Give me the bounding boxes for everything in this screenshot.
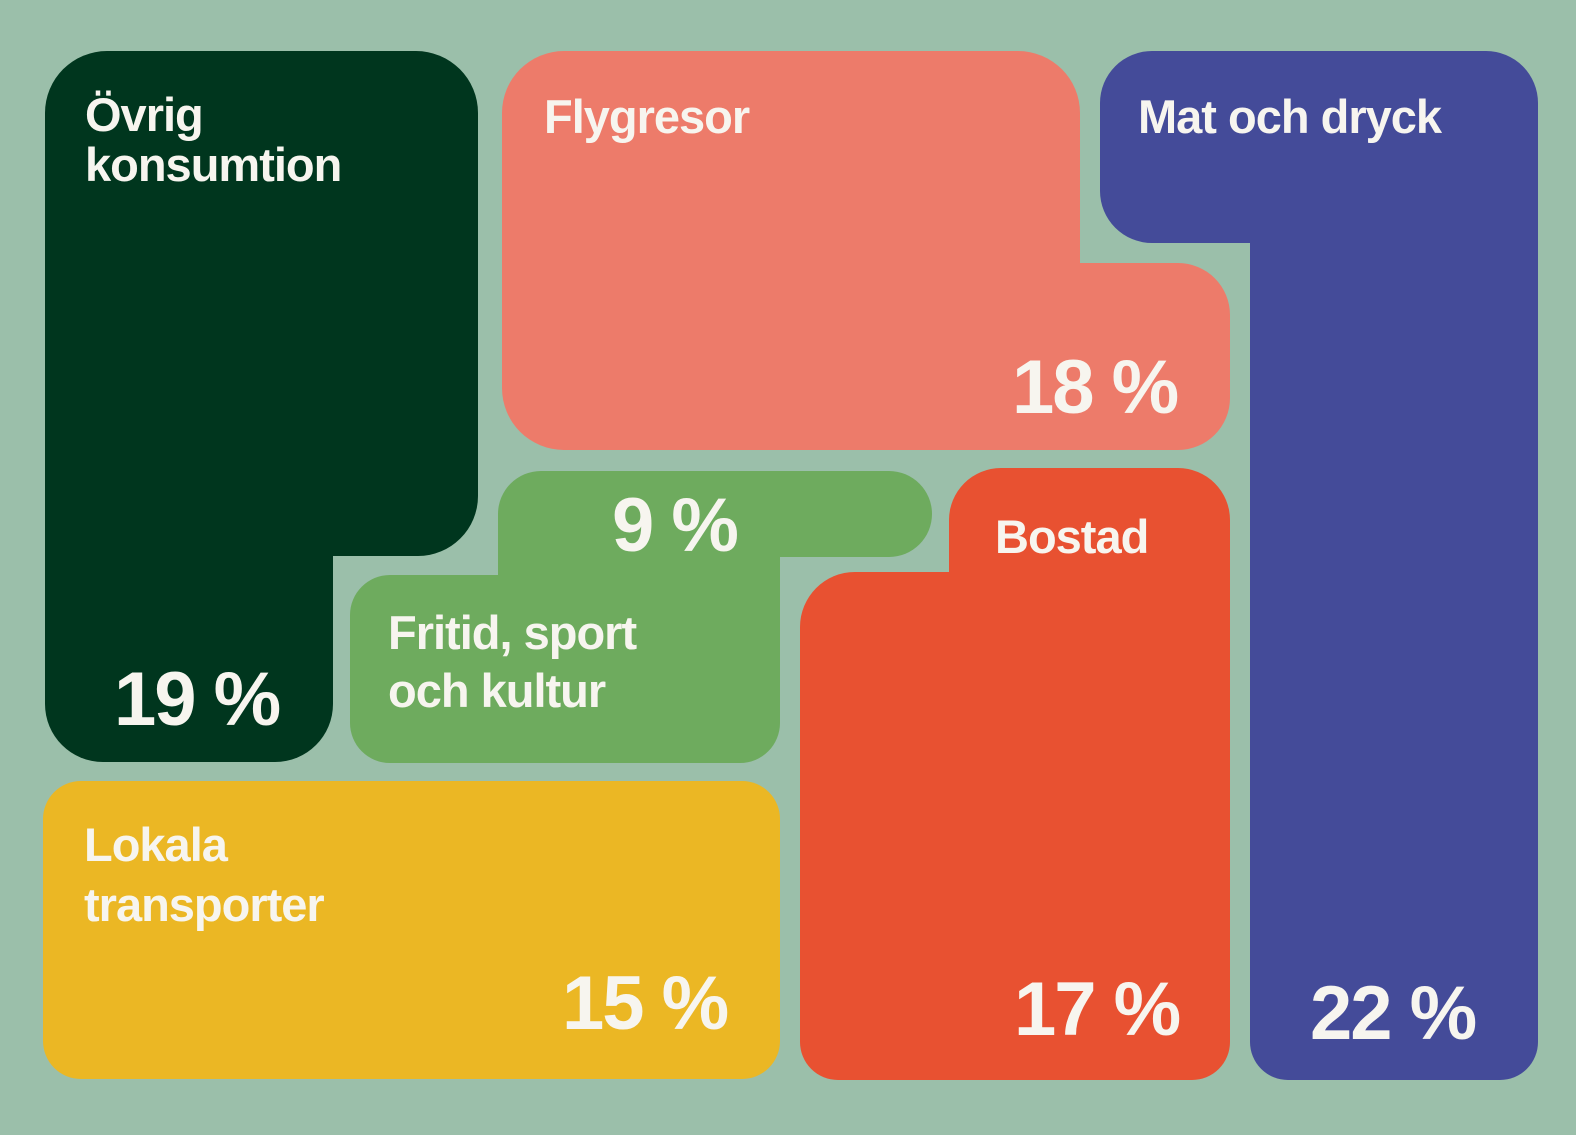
value-label: 18 % xyxy=(1012,345,1179,430)
value-label: 9 % xyxy=(612,483,739,568)
value-label: 15 % xyxy=(562,961,729,1046)
block-shape xyxy=(350,575,780,763)
block-shape xyxy=(800,572,1230,1080)
label-line: transporter xyxy=(84,878,325,931)
block-shape xyxy=(45,300,333,762)
label-line: Övrig xyxy=(85,88,204,141)
value-label: 22 % xyxy=(1310,971,1477,1056)
block-shape xyxy=(700,263,1230,450)
value-label: 17 % xyxy=(1014,967,1181,1052)
block-shape xyxy=(43,781,780,1079)
label-line: och kultur xyxy=(388,664,606,717)
label-line: Fritid, sport xyxy=(388,606,637,659)
label-line: konsumtion xyxy=(85,138,342,191)
label-line: Mat och dryck xyxy=(1138,90,1442,143)
block-shape xyxy=(1250,150,1538,1080)
label-line: Bostad xyxy=(995,510,1149,563)
value-label: 19 % xyxy=(114,657,281,742)
label-line: Flygresor xyxy=(544,90,750,143)
label-line: Lokala xyxy=(84,818,228,871)
